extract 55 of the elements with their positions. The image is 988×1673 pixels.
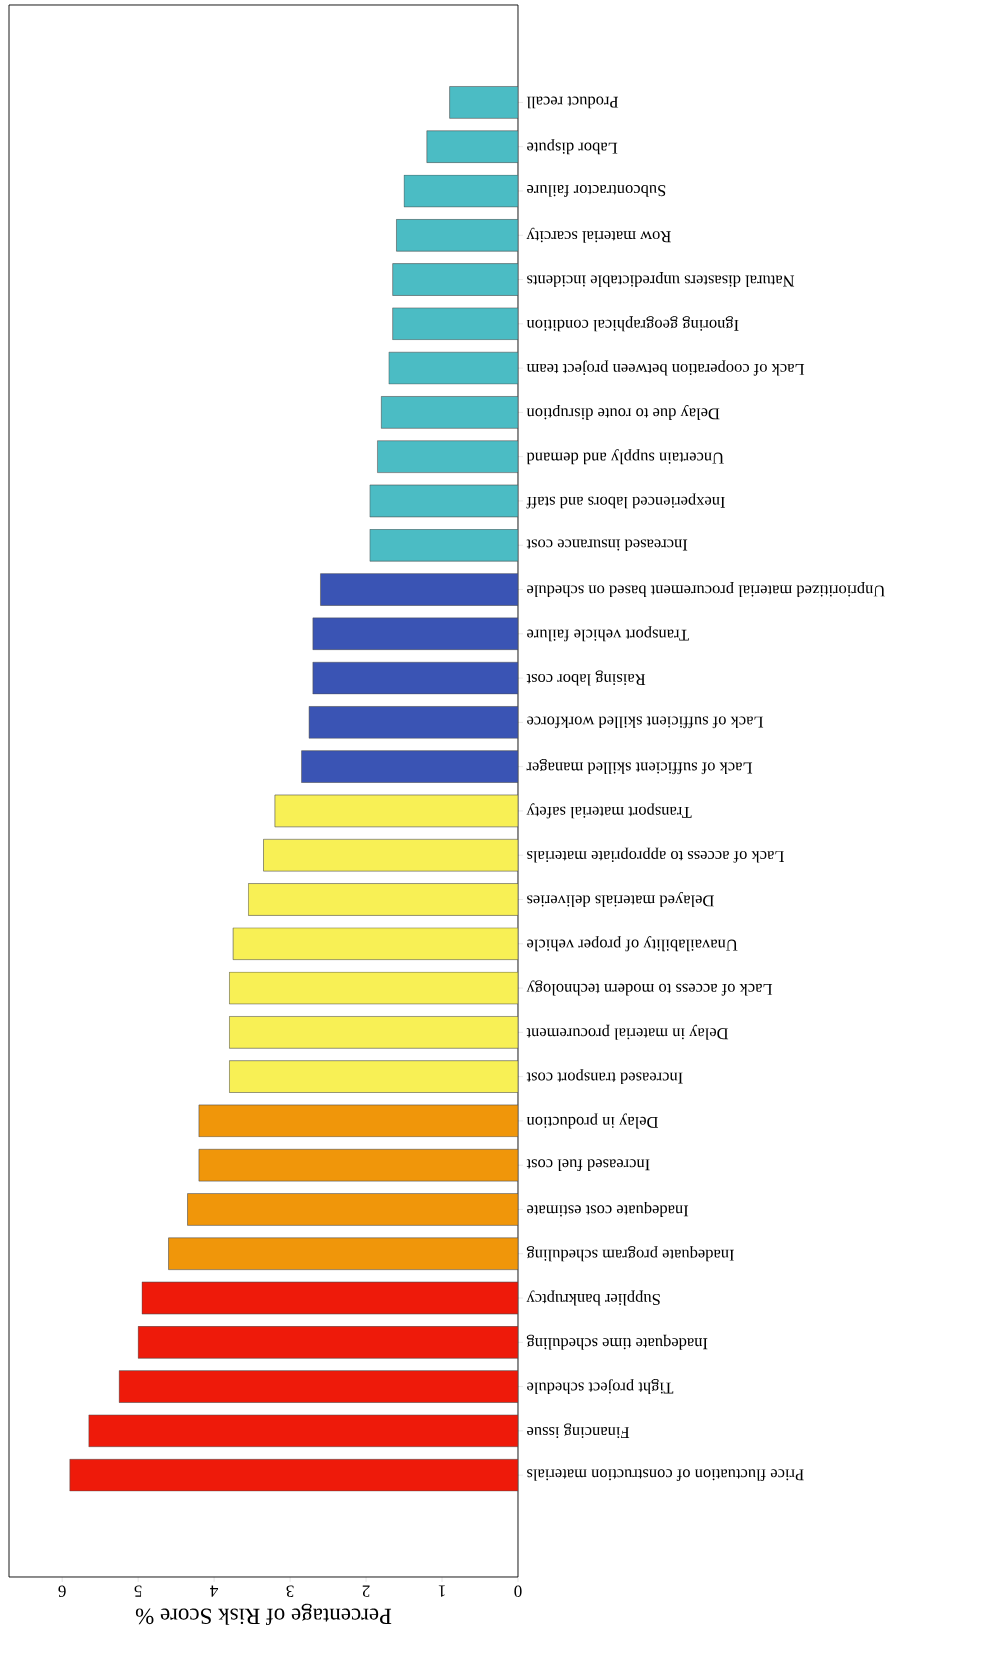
bar <box>88 1414 518 1448</box>
y-tick-label: Row material scarcity <box>526 227 671 243</box>
x-tick-label: 0 <box>514 1585 522 1597</box>
bar <box>403 174 518 208</box>
bar <box>312 617 518 651</box>
y-tick-label: Increased insurance cost <box>526 539 688 552</box>
y-tick-label: Increased transport cost <box>526 1069 683 1085</box>
x-tick-label: 5 <box>134 1585 142 1597</box>
bar <box>229 1016 518 1049</box>
x-tick-label: 6 <box>58 1585 66 1597</box>
y-tick-label: Financing issue <box>527 1423 630 1439</box>
y-tick-label: Lack of sufficient skilled manager <box>526 759 753 775</box>
y-tick-label: Inadequate time scheduling <box>526 1334 708 1350</box>
bar <box>137 1326 518 1359</box>
y-tick-label: Supplier bankruptcy <box>526 1290 660 1306</box>
y-tick-label: Inadequate program scheduling <box>526 1246 734 1262</box>
y-tick-label: Inexperienced labors and staff <box>526 493 725 509</box>
x-tick-label: 4 <box>210 1585 219 1597</box>
bar <box>301 750 518 783</box>
y-tick-label: Lack of access to modern technology <box>526 980 773 996</box>
y-tick-label: Natural disasters unpredictable incidents <box>527 272 795 288</box>
bar <box>69 1458 518 1492</box>
bar <box>369 528 518 562</box>
y-tick-label: Uncertain supply and demand <box>526 449 724 465</box>
y-tick-label: Raising labor cost <box>526 670 646 686</box>
y-tick-label: Delay in material procurement <box>526 1024 729 1040</box>
y-tick-label: Unprioritized material procurement based on schedule <box>527 582 885 597</box>
bar <box>308 706 518 739</box>
y-tick-label: Transport material safety <box>526 803 692 819</box>
x-axis-title: Percentage of Risk Score % <box>135 1603 392 1626</box>
y-tick-label: Lack of sufficient skilled workforce <box>527 716 764 729</box>
y-tick-label: Transport vehicle failure <box>527 626 689 642</box>
y-tick-label: Lack of cooperation between project team <box>526 360 805 376</box>
y-tick-label: Lack of access to appropriate materials <box>527 847 784 863</box>
y-tick-label: Labor dispute <box>527 139 618 155</box>
y-tick-label: Inadequate cost estimate <box>527 1201 689 1217</box>
y-tick-label: Price fluctuation of construction materials <box>527 1469 804 1482</box>
y-tick-label: Ignoring geographical condition <box>526 316 739 332</box>
y-tick-label: Tight project schedule <box>527 1379 674 1395</box>
y-tick-label: Delayed materials deliveries <box>527 891 714 907</box>
y-tick-label: Product recall <box>526 96 619 109</box>
x-tick-label: 3 <box>286 1585 294 1597</box>
bar <box>396 219 518 252</box>
bar <box>229 971 518 1005</box>
bar <box>388 351 518 385</box>
bar <box>229 1060 518 1093</box>
bar <box>312 661 518 695</box>
x-tick-label: 2 <box>362 1585 370 1597</box>
y-tick-label: Unavailability of proper vehicle <box>527 936 738 952</box>
y-tick-label: Delay in production <box>526 1113 659 1129</box>
y-tick-label: Subcontractor failure <box>527 185 666 197</box>
x-tick-label: 1 <box>438 1585 445 1597</box>
y-tick-label: Increased fuel cost <box>526 1159 650 1172</box>
bar <box>118 1370 518 1403</box>
y-tick-label: Delay due to route disruption <box>526 404 720 420</box>
